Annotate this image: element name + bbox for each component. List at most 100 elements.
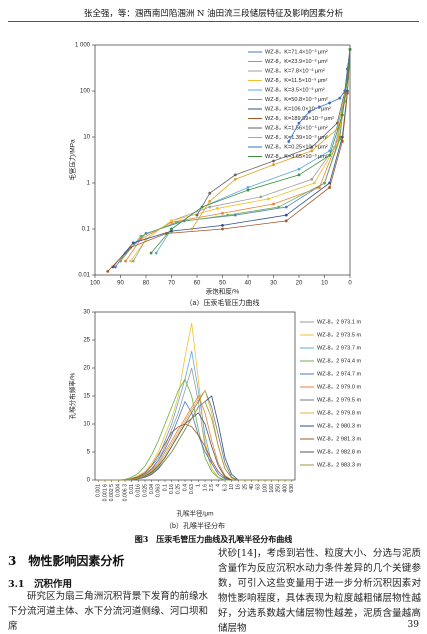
marker: [272, 202, 275, 206]
line: [98, 389, 292, 481]
x-tick-label: 0.001 6: [102, 484, 108, 501]
marker: [221, 211, 224, 215]
marker: [310, 177, 314, 181]
marker: [259, 195, 263, 199]
marker: [246, 186, 250, 189]
legend-label: WZ-8，2 974.4 m: [317, 358, 361, 364]
marker: [246, 188, 250, 192]
x-tick-label: 0.063: [156, 484, 162, 497]
y-tick-label: 1: [87, 181, 91, 187]
legend-label: WZ-8，2 981.3 m: [317, 436, 361, 442]
header-rule: [8, 21, 419, 22]
x-tick-label: 70: [168, 281, 175, 287]
marker: [328, 186, 331, 189]
x-tick-label: 16: [236, 484, 242, 490]
marker: [233, 173, 237, 177]
x-tick-label: 0.01: [129, 484, 135, 494]
legend-label: WZ-8，K=1.39×10⁻³ μm²: [265, 135, 328, 141]
marker: [284, 219, 288, 223]
marker: [129, 259, 133, 263]
legend-label: WZ-8，K=3.65×10⁻³ μm²: [265, 154, 328, 160]
legend-label: WZ-8，K=7.8×10⁻³ μm²: [265, 68, 325, 74]
marker: [338, 137, 342, 141]
legend-label: WZ-8，K=106.0×10⁻³ μm²: [265, 106, 331, 112]
marker: [170, 227, 173, 231]
marker: [267, 197, 270, 201]
marker: [297, 173, 301, 177]
y-axis-label: 毛管压力/MPa: [68, 139, 77, 181]
line: [98, 378, 292, 481]
x-tick-label: 1: [196, 484, 202, 487]
x-tick-label: 0.1: [162, 484, 168, 491]
paragraph: 状砂[14]，考虑到岩性、粒度大小、分选与泥质含量作为反应沉积水动力条件差异的几…: [218, 548, 421, 634]
line: [98, 395, 292, 481]
x-tick-label: 40: [245, 281, 252, 287]
marker: [340, 113, 344, 117]
legend-label: WZ-8，2 979.8 m: [317, 410, 361, 416]
marker: [287, 140, 291, 143]
legend-label: WZ-8，2 983.3 m: [317, 462, 361, 468]
marker: [221, 223, 224, 227]
y-tick-label: 10: [83, 422, 90, 428]
marker: [310, 145, 314, 149]
legend-label: WZ-8，K=50.8×10⁻³ μm²: [265, 97, 328, 103]
section-heading: 3 物性影响因素分析: [8, 554, 125, 568]
x-tick-label: 63: [256, 484, 262, 490]
x-tick-label: 160: [269, 484, 275, 493]
marker: [119, 259, 122, 263]
x-tick-label: 2.5: [209, 484, 215, 491]
x-tick-label: 0: [348, 281, 352, 287]
marker: [149, 251, 153, 255]
legend-label: WZ-8，2 973.5 m: [317, 332, 361, 338]
y-tick-label: 0.01: [78, 273, 90, 279]
marker: [154, 251, 158, 255]
y-axis-label: 孔喉分布频率/%: [68, 372, 77, 419]
x-tick-label: 400: [282, 484, 288, 493]
x-tick-label: 6.3: [222, 484, 228, 491]
y-tick-label: 100: [80, 89, 91, 95]
x-tick-label: 0.4: [182, 484, 188, 491]
x-tick-label: 30: [270, 281, 277, 287]
marker: [284, 213, 288, 217]
x-tick-label: 0.001: [96, 484, 102, 497]
x-axis-label: 汞饱和度/%: [206, 287, 240, 296]
marker: [346, 91, 349, 95]
marker: [328, 153, 331, 157]
marker: [272, 163, 275, 167]
page-number: 39: [407, 620, 419, 630]
marker: [175, 220, 179, 224]
x-tick-label: 250: [276, 484, 282, 493]
x-tick-label: 0.025: [142, 484, 148, 497]
x-tick-label: 10: [229, 484, 235, 490]
x-tick-label: 50: [219, 281, 226, 287]
marker: [226, 213, 230, 217]
legend-label: WZ-8，K=189.89×10⁻³ μm²: [265, 116, 334, 122]
y-tick-label: 30: [83, 310, 90, 316]
legend-label: WZ-8，2 979.5 m: [317, 397, 361, 403]
x-tick-label: 0.006 3: [122, 484, 128, 501]
x-tick-label: 0.16: [169, 484, 175, 494]
x-tick-label: 4: [216, 484, 222, 487]
x-tick-label: 60: [194, 281, 201, 287]
marker: [335, 121, 339, 125]
marker: [310, 149, 314, 153]
y-tick-label: 0.1: [82, 227, 91, 233]
marker: [277, 205, 280, 209]
legend-label: WZ-8，2 980.3 m: [317, 423, 361, 429]
marker: [328, 101, 331, 105]
subsection-heading: 3.1 沉积作用: [8, 579, 73, 590]
legend-label: WZ-8，2 979.0 m: [317, 384, 361, 390]
line: [98, 395, 292, 481]
marker: [233, 177, 237, 181]
legend-label: WZ-8，2 974.7 m: [317, 371, 361, 377]
marker: [318, 186, 321, 189]
x-tick-label: 0.016: [136, 484, 142, 497]
legend-label: WZ-8，2 982.8 m: [317, 449, 361, 455]
legend-label: WZ-8，2 973.1 m: [317, 319, 361, 325]
x-tick-label: 100: [262, 484, 268, 493]
x-axis-label: 孔喉半径/μm: [177, 509, 214, 518]
x-tick-label: 1.6: [202, 484, 208, 491]
marker: [346, 77, 349, 81]
marker: [208, 191, 212, 195]
running-header: 张全强，等：涠西南凹陷涠洲 N 油田流三段储层特征及影响因素分析: [83, 9, 344, 19]
